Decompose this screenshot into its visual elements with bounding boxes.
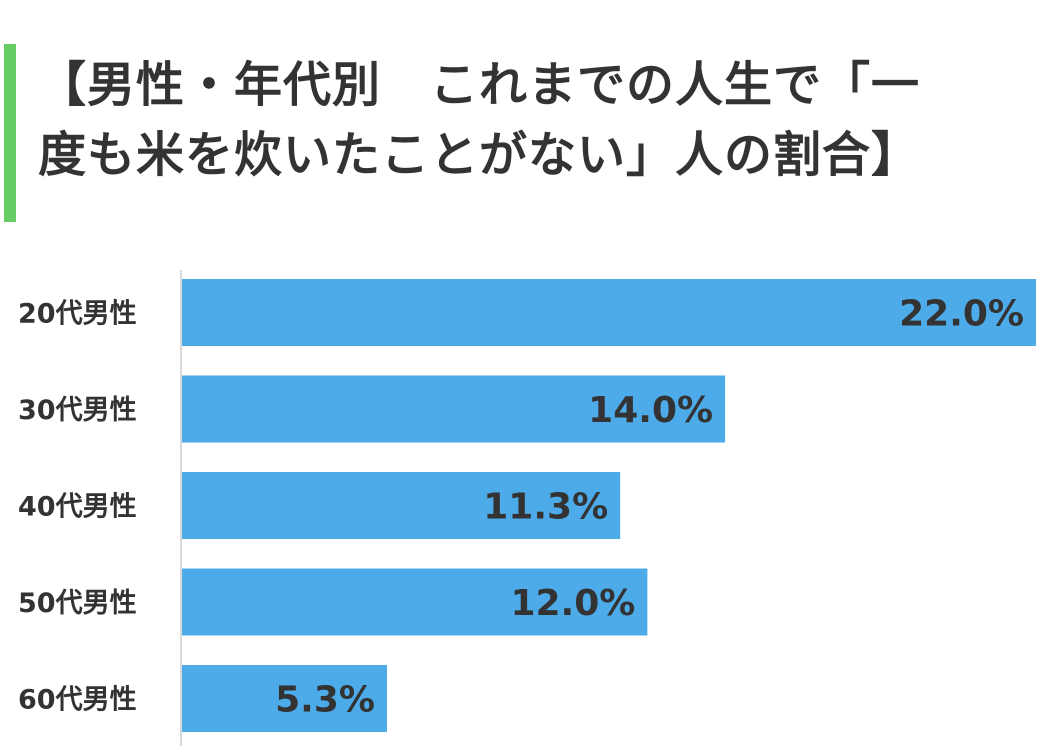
bar-5: [182, 665, 387, 732]
category-label-2: 30代男性: [18, 395, 137, 426]
value-label-5: 5.3%: [275, 680, 375, 721]
category-label-3: 40代男性: [18, 492, 137, 523]
bar-3: [182, 472, 621, 539]
category-label-4: 50代男性: [18, 588, 137, 619]
value-label-1: 22.0%: [899, 294, 1024, 335]
title-accent-bar: [4, 44, 16, 222]
category-label-5: 60代男性: [18, 685, 137, 716]
chart-title-line-1: 【男性・年代別 これまでの人生で「一: [38, 57, 921, 113]
value-label-2: 14.0%: [588, 390, 713, 431]
value-label-3: 11.3%: [483, 487, 608, 528]
bar-4: [182, 568, 648, 636]
category-label-1: 20代男性: [18, 299, 137, 330]
value-label-4: 12.0%: [510, 583, 635, 624]
chart-title-line-2: 度も米を炊いたことがない」人の割合】: [38, 127, 921, 183]
bar-2: [182, 375, 726, 443]
chart-title: 【男性・年代別 これまでの人生で「一 度も米を炊いたことがない」人の割合】: [38, 50, 1028, 190]
bar-1: [182, 279, 1036, 346]
